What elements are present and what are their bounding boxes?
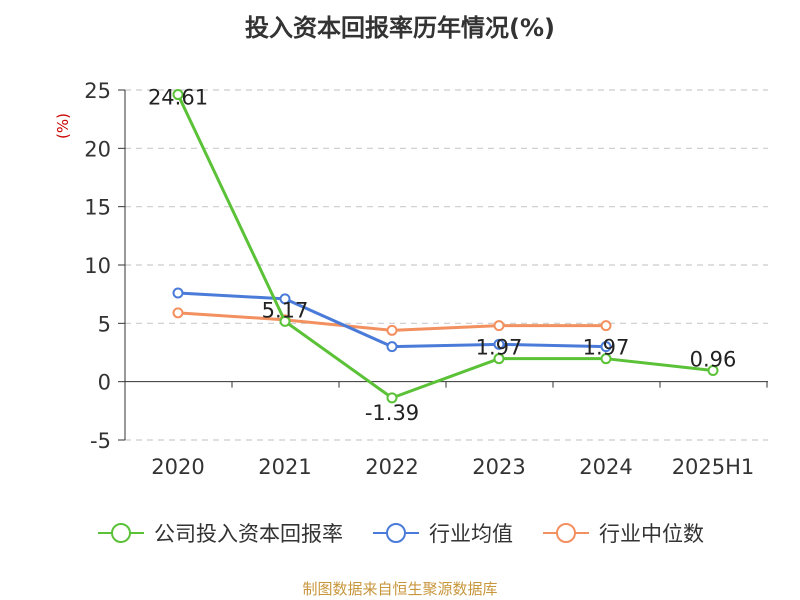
data-point-1	[386, 341, 398, 353]
legend-label-industry-median: 行业中位数	[599, 522, 704, 546]
x-tick-label: 2020	[151, 455, 204, 479]
legend: 公司投入资本回报率 行业均值 行业中位数	[0, 518, 800, 548]
series-line-1	[177, 291, 607, 349]
data-point-0	[600, 353, 612, 365]
y-tick-label: 5	[98, 312, 111, 336]
legend-label-company: 公司投入资本回报率	[154, 522, 343, 546]
x-tick-label: 2025H1	[672, 455, 755, 479]
data-point-2	[493, 320, 505, 332]
x-tick-label: 2021	[258, 455, 311, 479]
data-labels: 24.61 5.17 -1.39 1.97 1.97 0.96	[148, 86, 736, 425]
y-tick-label: 15	[84, 196, 111, 220]
data-point-0	[707, 364, 719, 376]
data-point-2	[386, 324, 398, 336]
data-label: 24.61	[148, 86, 208, 110]
x-tick-label: 2023	[472, 455, 525, 479]
data-label: -1.39	[365, 401, 419, 425]
source-note: 制图数据来自恒生聚源数据库	[302, 580, 498, 598]
data-label: 1.97	[476, 336, 523, 360]
data-point-2	[600, 320, 612, 332]
y-tick-label: -5	[90, 429, 111, 453]
y-axis-label: (%)	[54, 113, 72, 139]
data-point-0	[386, 392, 398, 404]
x-tick-label: 2024	[579, 455, 632, 479]
y-tick-label: 0	[98, 371, 111, 395]
data-point-1	[493, 338, 505, 350]
chart-title: 投入资本回报率历年情况(%)	[245, 14, 555, 42]
data-label: 1.97	[583, 336, 630, 360]
y-tick-label: 10	[84, 254, 111, 278]
series-line-0	[176, 93, 714, 400]
data-point-2	[172, 307, 184, 319]
legend-marker-company	[98, 523, 144, 543]
data-label: 5.17	[262, 298, 309, 322]
x-tick-label: 2022	[365, 455, 418, 479]
data-point-1	[600, 341, 612, 353]
data-point-1	[172, 287, 184, 299]
data-label: 0.96	[690, 347, 737, 371]
legend-marker-industry-median	[543, 523, 589, 543]
data-point-0	[493, 353, 505, 365]
legend-marker-industry-avg	[373, 523, 419, 543]
data-point-1	[279, 293, 291, 305]
legend-item-industry-median[interactable]: 行业中位数	[541, 518, 704, 548]
axes: -5 0 5 10 15 20 25 2020 2021 2022 2023 2024 2025H1 (%…	[54, 79, 768, 479]
y-tick-label: 25	[84, 79, 111, 103]
y-tick-label: 20	[84, 137, 111, 161]
data-point-0	[279, 315, 291, 327]
data-point-0	[172, 89, 184, 101]
legend-item-industry-avg[interactable]: 行业均值	[371, 518, 513, 548]
grid-lines	[125, 89, 768, 441]
legend-label-industry-avg: 行业均值	[429, 522, 513, 546]
legend-item-company[interactable]: 公司投入资本回报率	[96, 518, 343, 548]
series-lines	[172, 89, 719, 404]
